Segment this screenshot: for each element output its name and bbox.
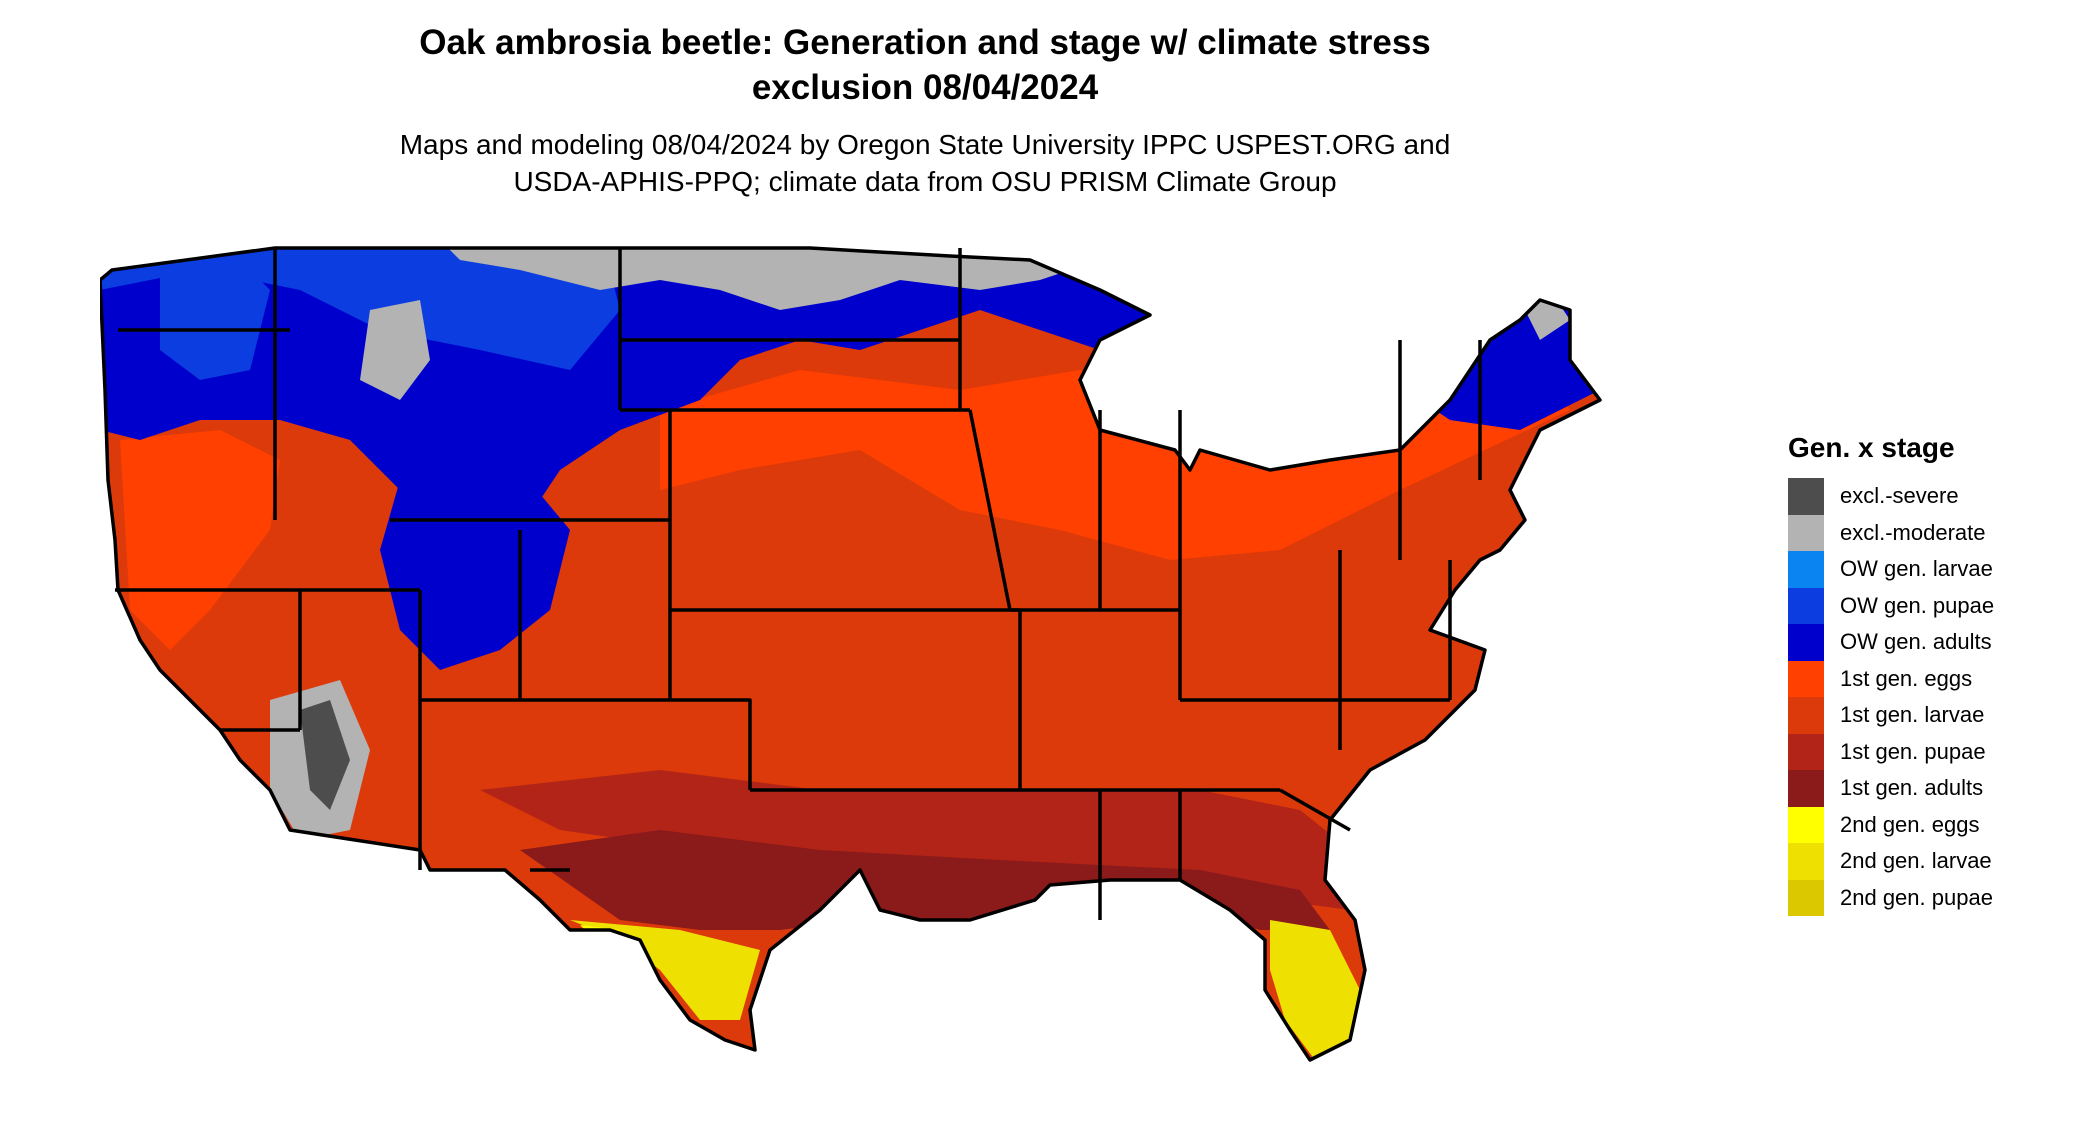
legend-item: 1st gen. eggs [1788, 660, 1994, 697]
stage-regions [100, 248, 1600, 1060]
title-line-2: exclusion 08/04/2024 [751, 68, 1099, 107]
legend: Gen. x stage excl.-severe excl.-moderate O… [1788, 432, 1994, 916]
region-1st-gen-eggs-west [120, 430, 280, 650]
legend-title: Gen. x stage [1788, 432, 1955, 463]
legend-swatch [1788, 624, 1824, 661]
us-stage-map [100, 246, 1602, 1062]
legend-label: 2nd gen. pupae [1840, 884, 1993, 910]
legend-label: 2nd gen. larvae [1840, 848, 1992, 874]
legend-label: 2nd gen. eggs [1840, 811, 1980, 837]
title-line-1: Oak ambrosia beetle: Generation and stag… [419, 23, 1431, 62]
legend-swatch [1788, 587, 1824, 624]
legend-swatch [1788, 879, 1824, 916]
legend-swatch [1788, 660, 1824, 697]
region-2nd-gen-larvae-texas [570, 920, 760, 1020]
legend-item: 2nd gen. pupae [1788, 879, 1994, 916]
legend-item: 2nd gen. larvae [1788, 843, 1994, 880]
legend-label: OW gen. adults [1840, 629, 1992, 655]
legend-swatch [1788, 770, 1824, 807]
legend-label: excl.-severe [1840, 483, 1959, 509]
state-borders [100, 246, 1602, 1062]
legend-item: 2nd gen. eggs [1788, 806, 1994, 843]
legend-item: OW gen. pupae [1788, 587, 1995, 624]
legend-label: OW gen. pupae [1840, 592, 1995, 618]
region-ow-pupae-cascades [160, 250, 270, 380]
legend-label: 1st gen. adults [1840, 775, 1984, 801]
region-excl-moderate-wyoming [360, 300, 430, 400]
legend-item: OW gen. larvae [1788, 551, 1994, 588]
legend-label: excl.-moderate [1840, 519, 1986, 545]
legend-item: excl.-severe [1788, 478, 1994, 515]
legend-label: 1st gen. larvae [1840, 702, 1985, 728]
map-subtitle: Maps and modeling 08/04/2024 by Oregon S… [0, 126, 1850, 200]
map-title: Oak ambrosia beetle: Generation and stag… [0, 20, 1850, 110]
subtitle-line-1: Maps and modeling 08/04/2024 by Oregon S… [399, 129, 1451, 160]
region-2nd-gen-larvae-florida [1270, 920, 1360, 1060]
legend-item: 1st gen. pupae [1788, 733, 1994, 770]
legend-item: excl.-moderate [1788, 514, 1994, 551]
legend-item: 1st gen. larvae [1788, 697, 1994, 734]
legend-label: 1st gen. eggs [1840, 665, 1973, 691]
legend-swatch [1788, 806, 1824, 843]
legend-swatch [1788, 733, 1824, 770]
region-excl-severe-desert [300, 700, 350, 810]
legend-item: 1st gen. adults [1788, 770, 1994, 807]
legend-label: 1st gen. pupae [1840, 738, 1986, 764]
legend-swatch [1788, 843, 1824, 880]
legend-item: OW gen. adults [1788, 624, 1994, 661]
legend-swatch [1788, 551, 1824, 588]
legend-label: OW gen. larvae [1840, 556, 1993, 582]
legend-swatch [1788, 514, 1824, 551]
legend-swatch [1788, 697, 1824, 734]
subtitle-line-2: USDA-APHIS-PPQ; climate data from OSU PR… [513, 166, 1337, 197]
region-1st-gen-adults [520, 830, 1330, 930]
legend-items: excl.-severe excl.-moderate OW gen. larvae… [1788, 478, 1994, 916]
legend-swatch [1788, 478, 1824, 515]
